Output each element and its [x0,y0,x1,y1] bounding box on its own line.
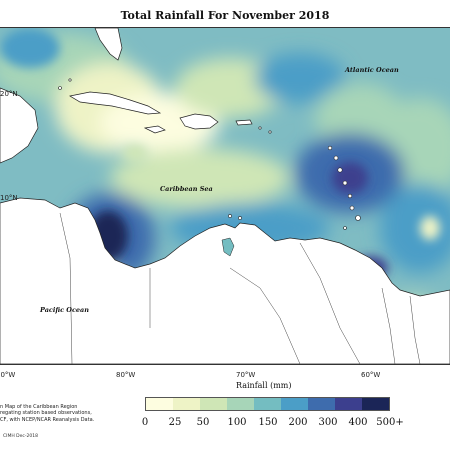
pacific-ocean-label: Pacific Ocean [39,306,89,314]
lon-label-70w: 70°W [236,371,256,379]
lake-maracaibo [221,237,235,257]
legend-tick-0: 0 [141,417,149,428]
legend-tick-25: 25 [168,417,182,428]
lesser-antilles [58,78,361,230]
cuba-land [69,91,162,115]
legend-colorbar [145,397,390,411]
legend-swatch-0 [146,398,173,410]
map-title: Total Rainfall For November 2018 [120,9,330,22]
land-masses [0,28,450,364]
legend-swatch-3 [227,398,254,410]
jamaica-land [143,125,166,134]
map-source-note: n Map of the Caribbean Region regating s… [0,404,125,423]
legend-swatch-5 [281,398,308,410]
lon-label-80w: 80°W [116,371,136,379]
legend-tick-150: 150 [258,417,278,428]
caribbean-sea-label: Caribbean Sea [160,185,213,193]
hispaniola-land [179,113,219,130]
legend-title: Rainfall (mm) [236,381,292,390]
lon-label-60w: 60°W [361,371,381,379]
florida-land [94,28,123,61]
puerto-rico-land [235,119,253,126]
legend-swatch-8 [362,398,389,410]
legend-tick-100: 100 [227,417,247,428]
rainfall-map: Atlantic Ocean Caribbean Sea Pacific Oce… [0,27,450,365]
lat-label-20n: 20°N [0,90,18,98]
legend-tick-500plus: 500+ [376,417,404,428]
legend-tick-300: 300 [318,417,338,428]
legend-tick-400: 400 [348,417,368,428]
legend-swatch-2 [200,398,227,410]
note-line: CF, with NCEP/NCAR Reanalysis Data. [0,416,95,423]
note-line: n Map of the Caribbean Region [0,404,78,410]
yucatan-land [0,87,39,164]
legend-swatch-4 [254,398,281,410]
legend-swatch-1 [173,398,200,410]
legend-swatch-7 [335,398,362,410]
note-line: regating station based observations, [0,410,92,417]
legend-tick-200: 200 [288,417,308,428]
lat-label-10n: 10°N [0,194,18,202]
atlantic-ocean-label: Atlantic Ocean [344,66,399,74]
central-south-america-land [0,197,450,364]
legend-tick-50: 50 [196,417,210,428]
legend-swatch-6 [308,398,335,410]
lon-label-90w: 90°W [0,371,16,379]
credit-text: CIMH Dec-2018 [3,434,38,439]
country-borders [59,212,421,364]
